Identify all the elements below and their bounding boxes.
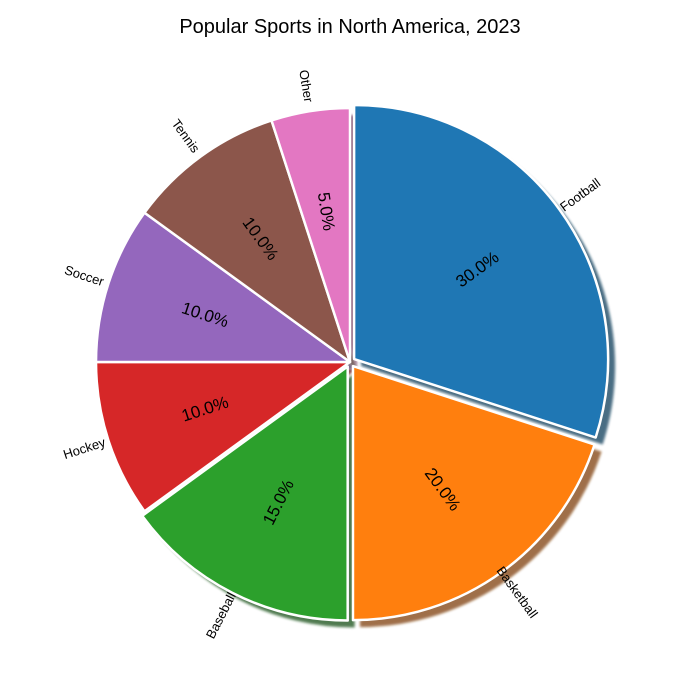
pie-slice-hockey [94,360,352,513]
category-label-tennis: Tennis [169,116,204,156]
category-label-football: Football [557,175,603,214]
category-label-baseball: Baseball [203,590,239,641]
pie-slice-baseball [140,365,349,622]
pie-slice-football [352,103,610,439]
category-label-other: Other [296,69,316,104]
wedge-layer [94,103,610,622]
chart-title: Popular Sports in North America, 2023 [179,16,521,38]
pie-slice-tennis [143,119,352,364]
category-label-soccer: Soccer [63,262,107,289]
category-label-hockey: Hockey [61,434,107,462]
pie-slice-soccer [94,211,352,364]
pie-slice-other [270,106,352,364]
pie-slice-basketball [351,364,596,622]
